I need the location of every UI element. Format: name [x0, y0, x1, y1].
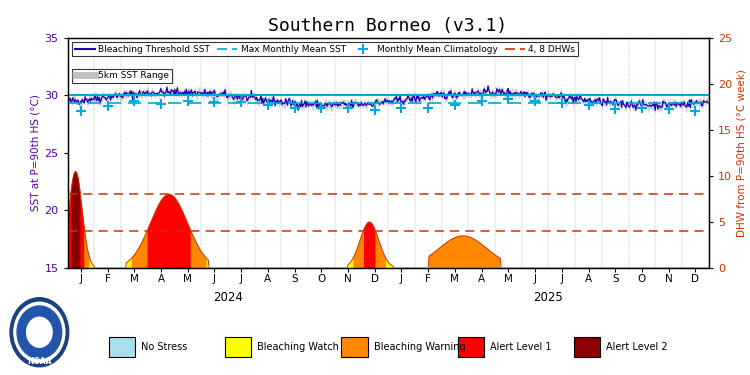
Text: Alert Level 1: Alert Level 1: [490, 342, 551, 352]
Text: 2025: 2025: [533, 291, 563, 304]
Text: Alert Level 2: Alert Level 2: [606, 342, 668, 352]
Bar: [209, 269, 228, 273]
Bar: [500, 269, 709, 273]
Bar: [86, 269, 107, 273]
Bar: [126, 269, 148, 273]
Y-axis label: DHW from P=90th HS (°C week): DHW from P=90th HS (°C week): [736, 69, 746, 237]
Bar: [228, 269, 262, 273]
Text: 2024: 2024: [213, 291, 243, 304]
Text: No Stress: No Stress: [141, 342, 188, 352]
Bar: [281, 269, 308, 273]
Bar: [68, 269, 86, 273]
Title: Southern Borneo (v3.1): Southern Borneo (v3.1): [268, 16, 508, 34]
Text: Bleaching Watch: Bleaching Watch: [257, 342, 339, 352]
Text: NOAA: NOAA: [27, 357, 52, 366]
Bar: [148, 269, 174, 273]
Circle shape: [10, 298, 69, 367]
Bar: [375, 269, 394, 273]
Bar: [455, 269, 500, 273]
Bar: [394, 269, 428, 273]
Bar: [362, 269, 375, 273]
Bar: [174, 269, 209, 273]
Circle shape: [27, 317, 52, 347]
Bar: [308, 269, 348, 273]
Bar: [348, 269, 361, 273]
Bar: [262, 269, 281, 273]
Y-axis label: SST at P=90th HS (°C): SST at P=90th HS (°C): [30, 94, 40, 211]
Circle shape: [13, 302, 64, 362]
Text: Bleaching Warning: Bleaching Warning: [374, 342, 465, 352]
Bar: [428, 269, 455, 273]
Circle shape: [17, 306, 62, 358]
Bar: [107, 269, 126, 273]
Legend: 5km SST Range: 5km SST Range: [72, 69, 172, 83]
